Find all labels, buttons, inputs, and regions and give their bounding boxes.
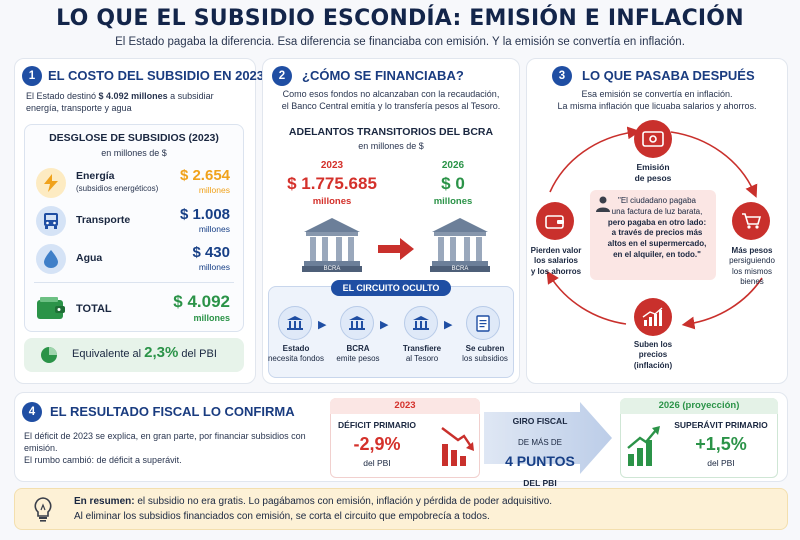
surplus-year: 2026 (proyección) — [620, 398, 778, 414]
advances-subtitle: en millones de $ — [358, 141, 424, 151]
step-2-label: BCRA emite pesos — [336, 344, 380, 364]
bank-building-icon — [300, 216, 364, 274]
step-4-label: Se cubren los subsidios — [462, 344, 508, 364]
section-4-title: EL RESULTADO FISCAL LO CONFIRMA — [50, 404, 295, 419]
advances-value-2026: $ 0 — [441, 174, 465, 193]
energy-label: Energía — [76, 170, 115, 182]
inflation-cycle-ring — [546, 126, 763, 330]
falling-chart-icon — [440, 424, 476, 473]
energy-value: $ 2.654 — [179, 167, 230, 184]
arrow-right-icon — [378, 238, 414, 265]
shopping-cart-icon — [732, 202, 770, 240]
water-value: $ 430 — [192, 244, 230, 261]
rising-chart-icon — [634, 298, 672, 336]
flow-arrow-icon: ▶ — [380, 319, 389, 331]
breakdown-title: DESGLOSE DE SUBSIDIOS (2023) — [49, 132, 219, 144]
advances-year-2023: 2023 — [320, 160, 344, 171]
deficit-value: -2,9% — [353, 434, 401, 454]
lightning-icon — [36, 168, 66, 198]
advances-value-2023: $ 1.775.685 — [287, 174, 377, 193]
flow-arrow-icon: ▶ — [318, 319, 327, 331]
section-2-title: ¿CÓMO SE FINANCIABA? — [302, 68, 464, 83]
person-icon — [596, 196, 610, 217]
section-1-number: 1 — [22, 66, 42, 86]
fiscal-shift-arrow-icon — [484, 402, 612, 479]
bcra-building-icon — [340, 306, 374, 340]
deficit-year: 2023 — [330, 398, 480, 414]
page-subtitle: El Estado pagaba la diferencia. Esa dife… — [115, 36, 685, 48]
bank-label-2023: BCRA — [323, 266, 341, 272]
total-divider — [34, 282, 234, 283]
section-1-title: EL COSTO DEL SUBSIDIO EN 2023 — [48, 68, 265, 83]
treasury-building-icon — [404, 306, 438, 340]
advances-unit-2023: millones — [312, 196, 352, 207]
total-label: TOTAL — [76, 303, 112, 315]
surplus-unit: del PBI — [707, 458, 735, 468]
step-1-label: Estado necesita fondos — [267, 344, 325, 364]
transport-unit: millones — [198, 224, 230, 234]
wallet-icon — [36, 296, 66, 325]
cycle-left-label: Pierden valor los salarios y los ahorros — [530, 246, 582, 276]
water-unit: millones — [198, 262, 230, 272]
wallet-icon — [536, 202, 574, 240]
hidden-circuit-title: EL CIRCUITO OCULTO — [331, 280, 451, 296]
section-3-number: 3 — [552, 66, 572, 86]
bus-icon — [36, 206, 66, 236]
section-3-title: LO QUE PASABA DESPUÉS — [582, 68, 755, 83]
surplus-value: +1,5% — [695, 434, 747, 454]
rising-chart-icon — [626, 424, 662, 473]
summary-text: En resumen: el subsidio no era gratis. L… — [74, 496, 553, 522]
section-4-number: 4 — [22, 402, 42, 422]
fiscal-shift-text: GIRO FISCAL DE MÁS DE 4 PUNTOS DEL PBI — [505, 416, 575, 489]
section-2-number: 2 — [272, 66, 292, 86]
transport-value: $ 1.008 — [179, 206, 230, 223]
citizen-quote: "El ciudadano pagaba una factura de luz … — [607, 196, 707, 259]
lightbulb-icon — [32, 496, 54, 527]
advances-title: ADELANTOS TRANSITORIOS DEL BCRA — [288, 126, 494, 138]
energy-sublabel: (subsidios energéticos) — [76, 184, 159, 193]
transport-label: Transporte — [76, 214, 131, 226]
section-3-intro: Esa emisión se convertía en inflación. La… — [557, 89, 757, 112]
section-2-intro: Como esos fondos no alcanzaban con la re… — [281, 89, 501, 112]
surplus-label: SUPERÁVIT PRIMARIO — [674, 420, 768, 430]
bank-building-icon — [428, 216, 492, 274]
total-value: $ 4.092 — [173, 292, 230, 311]
pie-chart-icon — [40, 346, 58, 369]
citizen-quote-box — [590, 190, 716, 280]
cycle-top-label: Emisión de pesos — [634, 162, 672, 184]
advances-year-2026: 2026 — [441, 160, 465, 171]
summary-box — [14, 488, 788, 530]
cycle-right-label: Más pesos persiguiendo los mismos bienes — [729, 246, 775, 287]
advances-unit-2026: millones — [433, 196, 473, 207]
energy-unit: millones — [198, 185, 230, 195]
gdp-equivalent-box — [24, 338, 244, 372]
breakdown-subtitle: en millones de $ — [101, 148, 167, 158]
water-label: Agua — [76, 252, 103, 264]
total-unit: millones — [193, 313, 230, 323]
page-title: LO QUE EL SUBSIDIO ESCONDÍA: EMISIÓN E I… — [56, 6, 744, 31]
bank-label-2026: BCRA — [451, 266, 469, 272]
deficit-unit: del PBI — [363, 458, 391, 468]
water-drop-icon — [36, 244, 66, 274]
flow-arrow-icon: ▶ — [444, 319, 453, 331]
document-icon — [466, 306, 500, 340]
cycle-bottom-label: Suben los precios (inflación) — [633, 340, 673, 370]
section-4-description: El déficit de 2023 se explica, en gran p… — [24, 431, 306, 466]
section-1-intro: El Estado destinó $ 4.092 millones a sub… — [26, 91, 214, 114]
deficit-label: DÉFICIT PRIMARIO — [338, 420, 416, 430]
step-3-label: Transfiere al Tesoro — [402, 344, 442, 364]
gdp-equivalent-text: Equivalente al 2,3% del PBI — [72, 344, 217, 361]
money-icon — [634, 120, 672, 158]
state-building-icon — [278, 306, 312, 340]
